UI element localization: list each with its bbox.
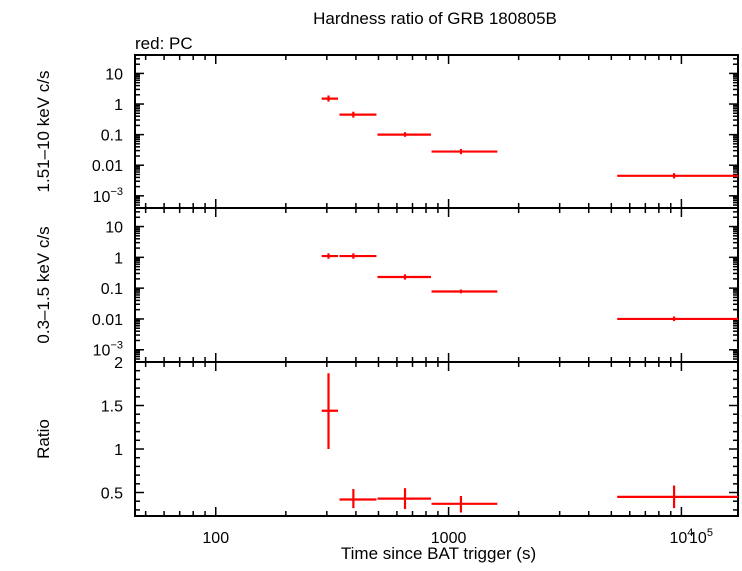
x-tick-label: 105 [689,527,713,547]
y-axis-label-top: 1.51–10 keV c/s [34,71,53,193]
y-tick-label-top: 0.1 [101,128,123,145]
panel-frame-bottom [134,361,739,517]
y-tick-label-bottom: 1 [114,442,123,459]
y-tick-label-middle: 0.01 [92,312,123,329]
y-tick-label-bottom: 1.5 [101,399,123,416]
chart-title: Hardness ratio of GRB 180805B [313,9,557,28]
y-tick-label-bottom: 2 [114,355,123,372]
x-axis-label: Time since BAT trigger (s) [341,544,536,563]
legend-note: red: PC [135,34,193,53]
panel-frame-top [134,54,739,209]
x-tick-label: 100 [202,530,229,547]
panels-group: 10 1 0.1 0.01 10−3 1.51–10 keV c/s 10 1 0.1 0.01 1… [34,54,739,563]
y-axis-label-bottom: Ratio [34,419,53,459]
x-tick-label: 1000 [431,530,467,547]
y-tick-label-bottom: 0.5 [101,486,123,503]
y-tick-label-top: 0.01 [92,158,123,175]
y-tick-label-top: 10 [105,66,123,83]
panel-frame-middle [134,207,739,363]
y-tick-label-top: 10−3 [93,186,123,206]
y-tick-label-middle: 10 [105,220,123,237]
y-axis-label-middle: 0.3–1.5 keV c/s [34,226,53,343]
y-tick-label-middle: 0.1 [101,281,123,298]
y-tick-label-middle: 1 [114,250,123,267]
y-tick-label-top: 1 [114,97,123,114]
